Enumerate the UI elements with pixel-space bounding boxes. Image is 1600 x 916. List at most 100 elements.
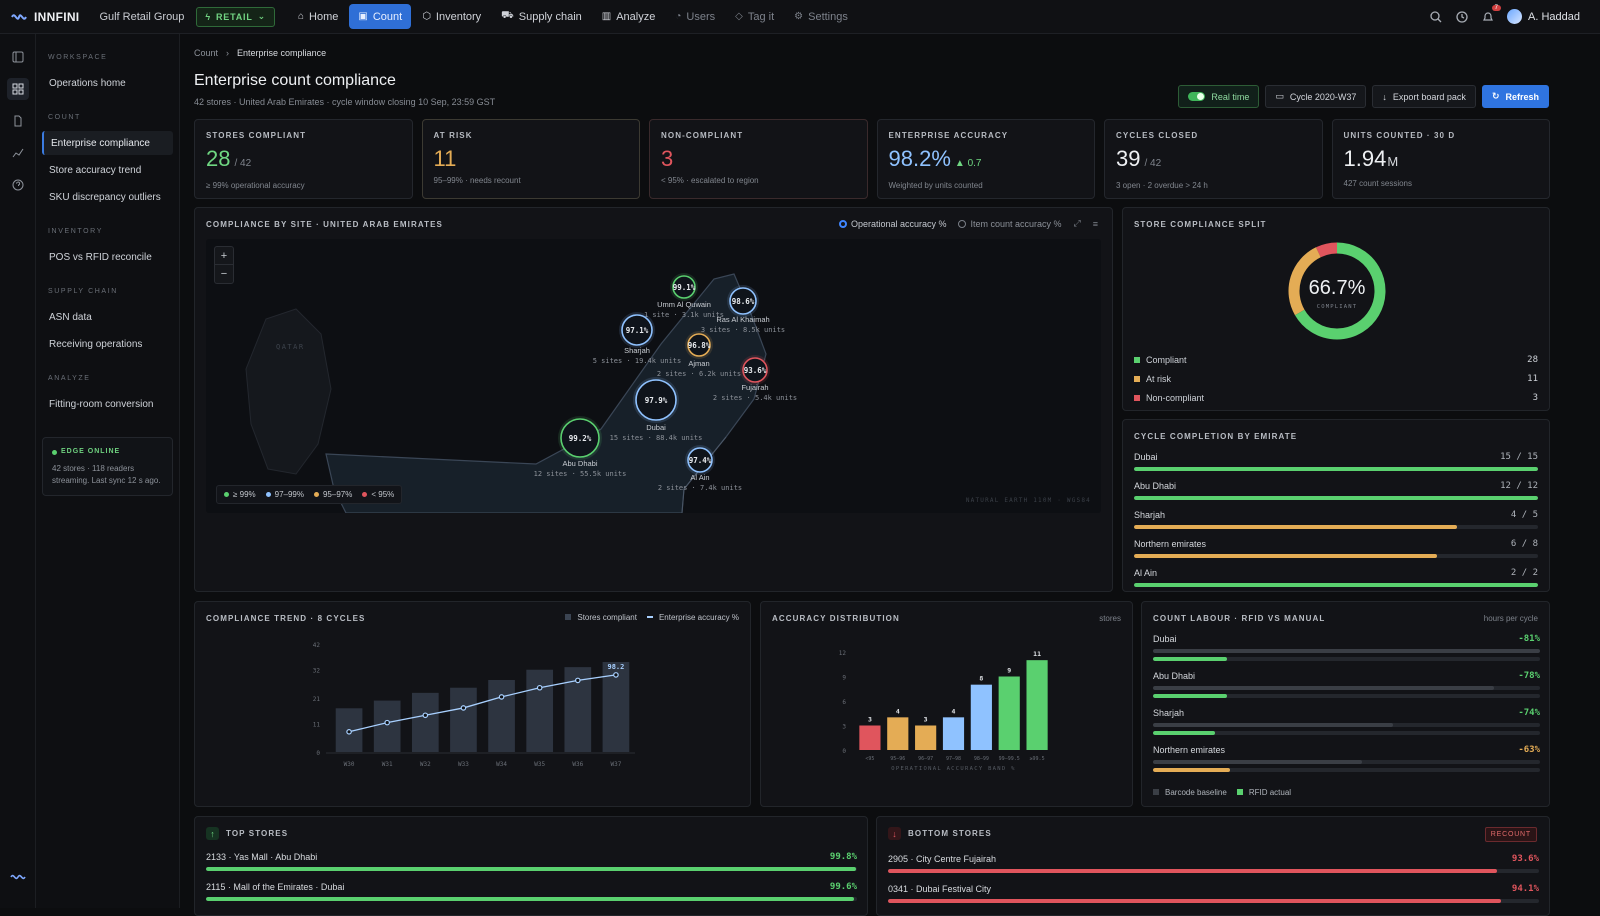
help-icon[interactable] <box>7 174 29 196</box>
zoom-in-button[interactable]: + <box>215 247 233 265</box>
store-row[interactable]: 2115 · Mall of the Emirates · Dubai 99.6% <box>206 882 857 901</box>
labour-row-sharjah[interactable]: Sharjah -74% <box>1153 708 1540 735</box>
kpi-card-units-counted-30-d[interactable]: UNITS COUNTED · 30 D 1.94M 427 count sessi… <box>1331 119 1550 199</box>
nav-item-analyze[interactable]: ▥ Analyze <box>593 4 665 29</box>
nav-item-home[interactable]: ⌂ Home <box>289 4 347 29</box>
nav-item-tag-it[interactable]: ◇ Tag it <box>726 4 783 29</box>
cycle-progress-fill <box>1134 467 1538 471</box>
map-site-dubai[interactable]: 97.9% Dubai 15 sites · 88.4k units <box>610 377 703 442</box>
sidebar-heading: INVENTORY <box>48 228 103 235</box>
refresh-button[interactable]: ↻ Refresh <box>1481 85 1549 108</box>
nav-item-inventory[interactable]: ⬡ Inventory <box>413 4 490 29</box>
document-icon[interactable] <box>7 110 29 132</box>
sidebar-heading: WORKSPACE <box>48 54 108 61</box>
clock-icon[interactable] <box>1455 10 1469 24</box>
accuracy-point[interactable] <box>460 705 467 711</box>
dist-bar[interactable] <box>859 725 881 751</box>
accuracy-point[interactable] <box>422 712 429 719</box>
sidebar-item-enterprise-compliance[interactable]: Enterprise compliance <box>42 131 173 155</box>
user-menu[interactable]: A. Haddad <box>1507 9 1580 24</box>
zoom-out-button[interactable]: − <box>220 268 228 280</box>
bell-icon[interactable]: 7 <box>1481 4 1502 24</box>
cycle-row-sharjah[interactable]: Sharjah 4 / 5 <box>1134 510 1538 529</box>
kpi-card-non-compliant[interactable]: NON-COMPLIANT 3 < 95% · escalated to regio… <box>649 119 868 199</box>
kpi-card-stores-compliant[interactable]: STORES COMPLIANT 28/ 42 ≥ 99% operational … <box>194 119 413 199</box>
map-site-ajman[interactable]: 96.8% Ajman 2 sites · 6.2k units <box>657 331 741 378</box>
trend-bar[interactable] <box>526 669 554 752</box>
map-site-al-ain[interactable]: 97.4% Al Ain 2 sites · 7.4k units <box>658 445 742 492</box>
map-site-sharjah[interactable]: 97.1% Sharjah 5 sites · 19.4k units <box>593 312 682 365</box>
cycle-row-al-ain[interactable]: Al Ain 2 / 2 <box>1134 568 1538 587</box>
accuracy-point[interactable] <box>498 694 505 700</box>
menu-icon[interactable]: ≡ <box>1092 218 1098 229</box>
sidebar-item-fitting-room-conversion[interactable]: Fitting-room conversion <box>49 398 154 410</box>
dist-bar[interactable] <box>970 684 992 750</box>
map-site-ras-al-khaimah[interactable]: 98.6% Ras Al Khaimah 3 sites · 8.5k units <box>701 285 785 334</box>
nav-item-settings[interactable]: ⚙ Settings <box>785 4 857 29</box>
accuracy-point[interactable] <box>536 684 543 691</box>
dist-bar[interactable] <box>942 717 965 750</box>
trend-bar[interactable] <box>488 680 515 752</box>
store-row[interactable]: 0341 · Dubai Festival City 94.1% <box>888 884 1539 903</box>
store-row[interactable]: 2133 · Yas Mall · Abu Dhabi 99.8% <box>206 852 857 871</box>
sidebar-item-pos-vs-rfid-reconcile[interactable]: POS vs RFID reconcile <box>49 251 152 263</box>
realtime-toggle[interactable]: Real time <box>1178 85 1260 108</box>
metric-item-radio[interactable]: Item count accuracy % <box>958 219 1062 229</box>
brand-mark-icon[interactable] <box>7 866 29 888</box>
labour-row-abu-dhabi[interactable]: Abu Dhabi -78% <box>1153 671 1540 698</box>
export-button[interactable]: ↓ Export board pack <box>1372 85 1476 108</box>
nav-item-count[interactable]: ▣ Count <box>349 4 412 29</box>
donut-slice-non-compliant[interactable] <box>1315 242 1338 258</box>
map-canvas[interactable]: QATAR NATURAL EARTH 110M · WGS84 99.1% Um… <box>206 239 1101 513</box>
sidebar-item-operations-home[interactable]: Operations home <box>49 77 126 89</box>
dist-bar[interactable] <box>1026 660 1048 750</box>
labour-row-northern-emirates[interactable]: Northern emirates -63% <box>1153 745 1540 772</box>
dist-bar[interactable] <box>998 676 1020 751</box>
cycle-row-count: 2 / 2 <box>1510 568 1538 578</box>
org-name[interactable]: Gulf Retail Group <box>99 10 185 23</box>
cycle-row-abu-dhabi[interactable]: Abu Dhabi 12 / 12 <box>1134 481 1538 500</box>
accuracy-point[interactable] <box>575 677 581 684</box>
map-site-abu-dhabi[interactable]: 99.2% Abu Dhabi 12 sites · 55.5k units <box>534 416 627 478</box>
accuracy-point[interactable] <box>384 719 390 726</box>
store-row[interactable]: 2905 · City Centre Fujairah 93.6% <box>888 854 1539 873</box>
metric-operational-radio[interactable]: Operational accuracy % <box>838 219 946 229</box>
mode-selector[interactable]: ϟ RETAIL ⌄ <box>196 6 275 27</box>
sidebar-toggle-icon[interactable] <box>7 46 29 68</box>
accuracy-point[interactable] <box>613 672 619 678</box>
kpi-card-cycles-closed[interactable]: CYCLES CLOSED 39/ 42 3 open · 2 overdue > … <box>1104 119 1323 199</box>
cycle-row-dubai[interactable]: Dubai 15 / 15 <box>1134 452 1538 471</box>
sidebar-item-asn-data[interactable]: ASN data <box>49 311 92 323</box>
sidebar-item-sku-discrepancy-outliers[interactable]: SKU discrepancy outliers <box>49 191 161 203</box>
trend-icon[interactable] <box>7 142 29 164</box>
app-logo[interactable]: INNFINI <box>10 10 79 24</box>
map-site-fujairah[interactable]: 93.6% Fujairah 2 sites · 5.4k units <box>713 355 797 402</box>
trend-bar[interactable] <box>373 700 401 752</box>
trend-card: COMPLIANCE TREND · 8 CYCLES Stores compl… <box>194 601 751 807</box>
accuracy-point[interactable] <box>346 729 352 735</box>
sidebar-item-store-accuracy-trend[interactable]: Store accuracy trend <box>49 164 142 176</box>
nav-item-supply-chain[interactable]: ⛟ Supply chain <box>492 4 591 29</box>
donut-slice-compliant[interactable] <box>1295 242 1386 340</box>
recount-badge[interactable]: RECOUNT <box>1484 827 1537 842</box>
labour-row-dubai[interactable]: Dubai -81% <box>1153 634 1540 661</box>
donut-slice-at-risk[interactable] <box>1288 247 1321 316</box>
cycle-selector[interactable]: ▭ Cycle 2020-W37 <box>1265 85 1367 108</box>
dist-bar[interactable] <box>915 725 937 751</box>
nav-item-users[interactable]: ◔ Users <box>666 4 724 29</box>
trend-bar[interactable] <box>450 687 477 752</box>
sidebar-heading: ANALYZE <box>48 375 91 382</box>
dashboard-icon[interactable] <box>6 78 29 100</box>
map-site-umm-al-quwain[interactable]: 99.1% Umm Al Quwain 1 site · 3.1k units <box>644 273 724 319</box>
dist-bar[interactable] <box>887 717 909 750</box>
trend-bar[interactable] <box>411 692 439 752</box>
kpi-card-at-risk[interactable]: AT RISK 11 95–99% · needs recount <box>421 119 640 199</box>
kpi-card-enterprise-accuracy[interactable]: ENTERPRISE ACCURACY 98.2% ▲ 0.7 Weighted by… <box>876 119 1095 199</box>
search-icon[interactable] <box>1429 10 1443 24</box>
cycle-row-count: 15 / 15 <box>1500 452 1538 462</box>
expand-icon[interactable]: ⤢ <box>1073 218 1081 228</box>
labour-rfid-fill <box>1153 657 1227 661</box>
sidebar-item-receiving-operations[interactable]: Receiving operations <box>49 338 143 350</box>
breadcrumb-count[interactable]: Count <box>194 48 219 58</box>
cycle-row-northern-emirates[interactable]: Northern emirates 6 / 8 <box>1134 539 1538 558</box>
